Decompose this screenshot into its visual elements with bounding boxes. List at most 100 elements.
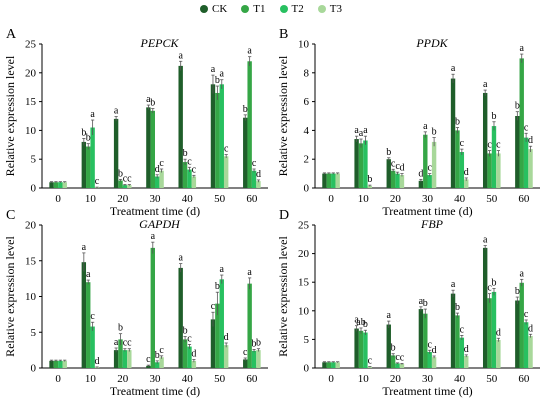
legend: CK T1 T2 T3 — [200, 0, 356, 18]
panel-b-bar-t1 — [358, 143, 364, 188]
panel-d-y-tick-label: 5 — [304, 334, 310, 346]
panel-c-sig-label: b — [155, 350, 160, 361]
panel-d-bar-t2 — [331, 362, 336, 368]
panel-a-sig-label: a — [90, 109, 95, 120]
panel-c-x-tick-label: 10 — [85, 373, 97, 385]
panel-a-sig-label: d — [155, 164, 160, 175]
panel-c-x-tick-label: 60 — [246, 373, 258, 385]
panel-a-x-label: Treatment time (d) — [110, 204, 200, 218]
panel-b-sig-label: c — [496, 140, 501, 151]
panel-a-x-tick-label: 0 — [55, 193, 61, 205]
panel-c-y-tick-label: 10 — [25, 291, 37, 303]
panel-d-bar-t3 — [335, 362, 340, 368]
panel-d-bar-t1 — [423, 313, 428, 368]
panel-d-sig-label: c — [487, 283, 492, 294]
panel-d-sig-label: a — [451, 279, 456, 290]
panel-b-sig-label: a — [363, 125, 368, 136]
panel-c-bar-t1 — [86, 282, 91, 368]
panel-a-bar-t3 — [256, 181, 261, 188]
panel-d-bar-t3 — [496, 339, 501, 368]
panel-b-letter: B — [279, 27, 288, 42]
panel-a-bar-ck — [210, 84, 216, 188]
panel-c-y-tick-label: 20 — [25, 220, 37, 232]
panel-a-bar-t3 — [62, 182, 67, 188]
panel-b-sig-label: c — [487, 140, 492, 151]
legend-label-t3: T3 — [329, 3, 342, 15]
panel-d-sig-label: a — [419, 296, 424, 307]
panel-d-sig-label: b — [391, 343, 396, 354]
panel-a-sig-label: b — [243, 104, 248, 115]
panel-d-sig-label: b — [455, 302, 460, 313]
panel-b-bar-t3 — [528, 149, 533, 188]
panel-d-sig-label: c — [395, 352, 400, 363]
panel-d-x-tick-label: 30 — [422, 373, 434, 385]
panel-b-bar-t2 — [363, 140, 368, 188]
panel-a-bar-ck — [243, 117, 248, 188]
panel-b-x-tick-label: 40 — [454, 193, 466, 205]
panel-d-bar-t1 — [326, 362, 332, 368]
panel-c-bar-ck — [113, 350, 119, 368]
panel-c-bar-ck — [81, 262, 87, 368]
panel-a-bar-t1 — [53, 182, 59, 188]
panel-a-bar-ck — [49, 182, 54, 188]
panel-d-sig-label: a — [354, 315, 359, 326]
panel-b-title: PPDK — [415, 36, 448, 50]
panel-d-bar-ck — [418, 309, 424, 368]
panel-b-bar-ck — [418, 180, 424, 188]
panel-d-sig-label: d — [496, 327, 501, 338]
panel-b-bar-t2 — [395, 173, 400, 188]
panel-a-sig-label: b — [183, 148, 188, 159]
panel-c-y-tick-label: 15 — [25, 255, 37, 267]
panel-c-bar-ck — [146, 365, 151, 368]
panel-a-title: PEPCK — [140, 36, 180, 50]
panel-d-bar-t2 — [523, 322, 529, 368]
panel-b-bar-t2 — [331, 173, 336, 188]
panel-d-bar-t2 — [363, 332, 368, 368]
panel-d-x-tick-label: 40 — [454, 373, 466, 385]
panel-b-sig-label: b — [432, 127, 437, 138]
panel-b-bar-t3 — [496, 153, 501, 188]
panel-b-y-tick-label: 0 — [304, 183, 310, 195]
panel-b-bar-t1 — [390, 170, 396, 188]
panel-a-bar-ck — [178, 65, 183, 188]
panel-d-letter: D — [279, 208, 289, 223]
panel-c-sig-label: c — [127, 338, 132, 349]
panel-d-title: FBP — [420, 217, 444, 231]
panel-c-bar-t1 — [247, 283, 252, 368]
panel-a-sig-label: c — [95, 176, 100, 187]
panel-d-y-tick-label: 20 — [298, 248, 310, 260]
panel-c-sig-label: a — [86, 269, 91, 280]
panel-d-bar-t2 — [459, 337, 465, 368]
panel-d-x-tick-label: 20 — [390, 373, 402, 385]
panel-b-bar-t1 — [455, 130, 460, 188]
panel-d-bar-t1 — [487, 298, 492, 368]
panel-d-bar-t2 — [395, 363, 400, 368]
panel-d-y-label: Relative expression level — [276, 236, 290, 357]
panel-a-bar-t1 — [215, 92, 220, 188]
panel-c-sig-label: c — [90, 311, 95, 322]
panel-b-sig-label: a — [520, 43, 525, 54]
panel-a-sig-label: c — [127, 174, 132, 185]
panel-d-y-tick-label: 10 — [298, 305, 310, 317]
panel-d-bar-t1 — [455, 315, 460, 368]
panel-b-bar-t3 — [335, 173, 340, 188]
legend-label-ck: CK — [212, 3, 228, 15]
panel-c-bar-t3 — [223, 345, 229, 368]
panel-a-bar-t2 — [155, 176, 160, 188]
panel-a-x-tick-label: 10 — [85, 193, 97, 205]
panel-d-x-tick-label: 10 — [358, 373, 370, 385]
panel-c-bar-t1 — [118, 339, 123, 368]
panel-c-sig-label: c — [146, 354, 151, 365]
panel-c-x-tick-label: 20 — [117, 373, 129, 385]
panel-b-bar-t2 — [459, 152, 465, 188]
panel-d-sig-label: b — [491, 277, 496, 288]
panel-a-bar-ck — [146, 107, 151, 188]
panel-c-y-tick-label: 5 — [31, 327, 37, 339]
panel-a-y-tick-label: 5 — [31, 154, 37, 166]
panel-a-sig-label: c — [224, 144, 229, 155]
panel-a-sig-label: a — [220, 69, 225, 80]
panel-a-bar-t2 — [187, 169, 192, 188]
panel-d-bar-t2 — [491, 291, 497, 368]
panel-c-bar-t2 — [251, 350, 257, 368]
panel-d-bar-t3 — [464, 355, 469, 368]
